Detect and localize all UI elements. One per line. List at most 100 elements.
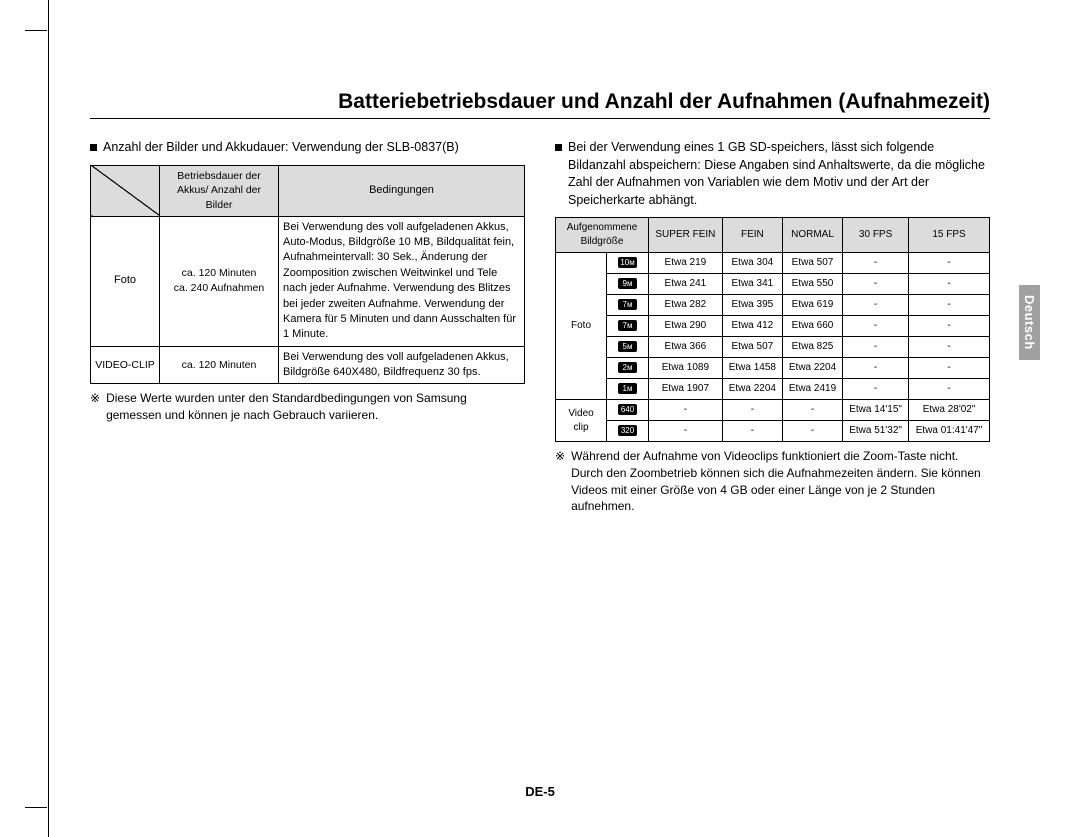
side-tick: [25, 30, 47, 31]
cell: Etwa 51'32": [843, 421, 909, 442]
table-row: 9мEtwa 241Etwa 341Etwa 550--: [556, 274, 990, 295]
cell: Etwa 28'02": [909, 400, 990, 421]
table-row: Foto ca. 120 Minuten ca. 240 Aufnahmen B…: [91, 216, 525, 346]
cell: Etwa 660: [782, 316, 842, 337]
cell: Etwa 304: [722, 253, 782, 274]
cell: Etwa 219: [649, 253, 723, 274]
t2-h2: FEIN: [722, 218, 782, 253]
cell: -: [843, 253, 909, 274]
page-title: Batteriebetriebsdauer und Anzahl der Auf…: [90, 90, 990, 119]
cell: Etwa 507: [782, 253, 842, 274]
table-row: 7мEtwa 290Etwa 412Etwa 660--: [556, 316, 990, 337]
cell-icon: 7м: [607, 316, 649, 337]
cell: -: [722, 421, 782, 442]
table-row: Video clip640---Etwa 14'15"Etwa 28'02": [556, 400, 990, 421]
cell: Etwa 619: [782, 295, 842, 316]
t1-h1: Betriebsdauer der Akkus/ Anzahl der Bild…: [160, 165, 279, 216]
cell: -: [909, 274, 990, 295]
cell: Etwa 2204: [722, 379, 782, 400]
cell: Etwa 395: [722, 295, 782, 316]
cell: Bei Verwendung des voll aufgeladenen Akk…: [279, 346, 525, 384]
cell: VIDEO-CLIP: [91, 346, 160, 384]
cell: Etwa 507: [722, 337, 782, 358]
cell: Etwa 412: [722, 316, 782, 337]
table-row: 1мEtwa 1907Etwa 2204Etwa 2419--: [556, 379, 990, 400]
cell: ca. 120 Minuten: [160, 346, 279, 384]
table-row: Foto10мEtwa 219Etwa 304Etwa 507--: [556, 253, 990, 274]
cell: Etwa 1907: [649, 379, 723, 400]
cell-icon: 10м: [607, 253, 649, 274]
side-tick: [25, 807, 47, 808]
note-text: Diese Werte wurden unter den Standardbed…: [106, 390, 525, 424]
note-symbol-icon: ※: [90, 390, 100, 424]
storage-table: Aufgenommene Bildgröße SUPER FEIN FEIN N…: [555, 217, 990, 442]
table-row: VIDEO-CLIP ca. 120 Minuten Bei Verwendun…: [91, 346, 525, 384]
right-column: Bei der Verwendung eines 1 GB SD-speiche…: [555, 139, 990, 515]
square-bullet-icon: [90, 139, 97, 157]
cell: -: [649, 400, 723, 421]
cell-icon: 9м: [607, 274, 649, 295]
right-note: ※ Während der Aufnahme von Videoclips fu…: [555, 448, 990, 515]
cell: ca. 120 Minuten ca. 240 Aufnahmen: [160, 216, 279, 346]
page-content: Batteriebetriebsdauer und Anzahl der Auf…: [90, 90, 990, 515]
note-symbol-icon: ※: [555, 448, 565, 515]
left-note: ※ Diese Werte wurden unter den Standardb…: [90, 390, 525, 424]
cell: -: [843, 274, 909, 295]
size-icon: 9м: [618, 278, 637, 289]
size-icon: 2м: [618, 362, 637, 373]
cell: Etwa 550: [782, 274, 842, 295]
cell-category: Video clip: [556, 400, 607, 442]
cell: -: [843, 337, 909, 358]
cell: -: [909, 358, 990, 379]
cell: -: [909, 379, 990, 400]
cell: Etwa 366: [649, 337, 723, 358]
cell-icon: 2м: [607, 358, 649, 379]
cell: -: [909, 295, 990, 316]
size-icon: 320: [618, 425, 637, 436]
left-intro: Anzahl der Bilder und Akkudauer: Verwend…: [103, 139, 459, 157]
cell: -: [782, 400, 842, 421]
table-row: 7мEtwa 282Etwa 395Etwa 619--: [556, 295, 990, 316]
side-ruler: [48, 0, 49, 837]
size-icon: 5м: [618, 341, 637, 352]
left-column: Anzahl der Bilder und Akkudauer: Verwend…: [90, 139, 525, 515]
cell: -: [843, 358, 909, 379]
t2-h5: 15 FPS: [909, 218, 990, 253]
cell: Etwa 825: [782, 337, 842, 358]
t2-h4: 30 FPS: [843, 218, 909, 253]
cell: Etwa 01:41'47": [909, 421, 990, 442]
square-bullet-icon: [555, 139, 562, 209]
cell: Etwa 14'15": [843, 400, 909, 421]
size-icon: 1м: [618, 383, 637, 394]
cell: Etwa 241: [649, 274, 723, 295]
cell-icon: 1м: [607, 379, 649, 400]
cell: Etwa 1458: [722, 358, 782, 379]
cell: Etwa 1089: [649, 358, 723, 379]
size-icon: 7м: [618, 320, 637, 331]
size-icon: 10м: [618, 257, 637, 268]
cell: -: [909, 337, 990, 358]
size-icon: 640: [618, 404, 637, 415]
cell: Etwa 282: [649, 295, 723, 316]
cell: Bei Verwendung des voll aufgeladenen Akk…: [279, 216, 525, 346]
cell-icon: 320: [607, 421, 649, 442]
cell: Etwa 2204: [782, 358, 842, 379]
cell: -: [909, 253, 990, 274]
right-intro: Bei der Verwendung eines 1 GB SD-speiche…: [568, 139, 990, 209]
cell-icon: 640: [607, 400, 649, 421]
table-row: 320---Etwa 51'32"Etwa 01:41'47": [556, 421, 990, 442]
cell: -: [782, 421, 842, 442]
size-icon: 7м: [618, 299, 637, 310]
note-text: Während der Aufnahme von Videoclips funk…: [571, 448, 990, 515]
cell: -: [722, 400, 782, 421]
cell: Etwa 290: [649, 316, 723, 337]
cell: -: [649, 421, 723, 442]
t2-h3: NORMAL: [782, 218, 842, 253]
cell: Foto: [91, 216, 160, 346]
page-number: DE-5: [90, 784, 990, 799]
cell: -: [843, 316, 909, 337]
table-diag-cell: [91, 165, 160, 216]
cell-category: Foto: [556, 253, 607, 400]
cell-icon: 7м: [607, 295, 649, 316]
cell-icon: 5м: [607, 337, 649, 358]
